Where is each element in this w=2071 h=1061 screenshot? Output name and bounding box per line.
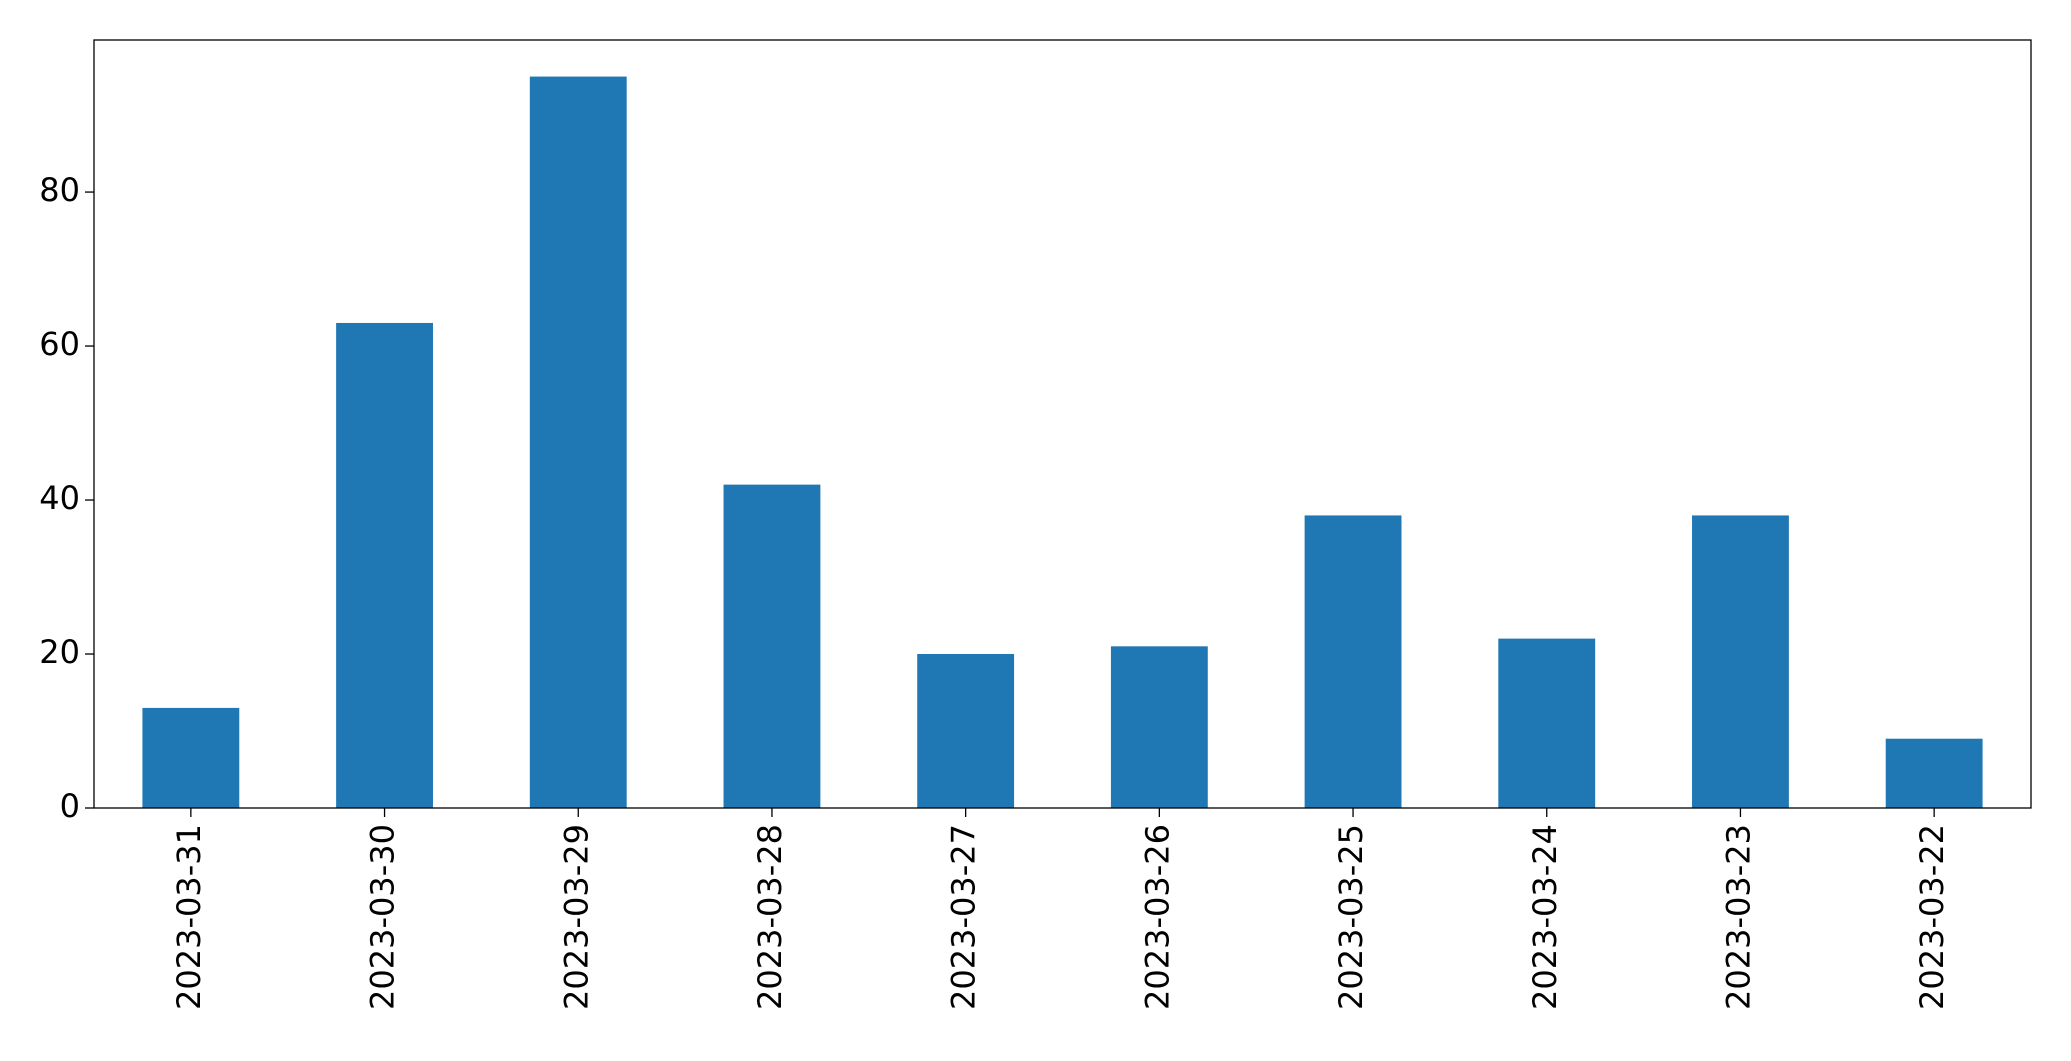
bar [1498,638,1596,808]
x-tick-label: 2023-03-23 [1719,824,1757,1010]
bar [1885,738,1983,808]
bar [723,484,821,808]
x-tick-label: 2023-03-30 [364,824,402,1010]
y-tick-label: 20 [39,633,80,671]
x-tick-label: 2023-03-27 [945,824,983,1010]
y-tick-label: 80 [39,171,80,209]
x-tick-label: 2023-03-26 [1138,824,1176,1010]
y-tick-label: 0 [60,787,80,825]
x-tick-label: 2023-03-24 [1526,824,1564,1010]
bar [1110,646,1208,808]
bar [336,322,433,808]
x-tick-label: 2023-03-29 [557,824,595,1010]
x-tick-label: 2023-03-31 [170,824,208,1010]
x-tick-label: 2023-03-25 [1332,824,1370,1010]
x-tick-label: 2023-03-28 [751,824,789,1010]
y-tick-label: 60 [39,325,80,363]
bar [1692,515,1789,808]
bar [917,654,1015,808]
bar [529,76,627,809]
bar [142,707,240,808]
plot-frame [93,39,2032,809]
x-tick-label: 2023-03-22 [1913,824,1951,1010]
y-tick-label: 40 [39,479,80,517]
bar [1304,515,1402,808]
